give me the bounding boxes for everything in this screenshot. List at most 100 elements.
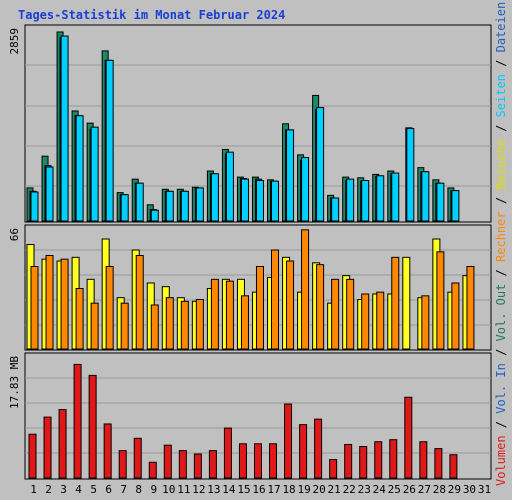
bar-seiten	[135, 182, 144, 222]
bar-volumen	[223, 427, 232, 479]
bar-rechner	[60, 258, 69, 350]
bar-seiten	[361, 179, 370, 222]
bar-rechner	[376, 291, 385, 350]
legend-entry: Besuche	[494, 139, 508, 190]
x-tick-label: 11	[177, 483, 190, 496]
bar-seiten	[105, 59, 114, 222]
bar-rechner	[346, 278, 355, 350]
legend-entry: Vol. Out	[494, 284, 508, 342]
x-tick-label: 12	[192, 483, 205, 496]
x-tick-label: 4	[75, 483, 82, 496]
x-tick-label: 27	[418, 483, 431, 496]
bar-seiten	[30, 191, 39, 222]
panel-middle	[24, 224, 492, 351]
bar-volumen	[314, 418, 323, 479]
chart-panels	[24, 24, 492, 480]
bar-seiten	[346, 178, 355, 222]
x-tick-label: 17	[267, 483, 280, 496]
bar-rechner	[466, 266, 475, 350]
bar-volumen	[73, 363, 82, 479]
bar-rechner	[105, 266, 114, 350]
x-tick-label: 15	[237, 483, 250, 496]
bar-volumen	[404, 396, 413, 479]
x-tick-label: 31	[478, 483, 491, 496]
bar-seiten	[301, 157, 310, 222]
legend-entry: /	[494, 52, 508, 74]
bar-volumen	[133, 437, 142, 479]
legend-entry: /	[494, 341, 508, 363]
x-tick-label: 3	[60, 483, 67, 496]
bar-volumen	[253, 443, 262, 479]
bar-seiten	[60, 35, 69, 222]
right-legend: Volumen / Vol. In / Vol. Out / Rechner /…	[494, 0, 508, 486]
x-tick-label: 10	[162, 483, 175, 496]
bar-rechner	[286, 260, 295, 350]
panel-bottom	[24, 352, 492, 480]
bar-rechner	[45, 255, 54, 350]
legend-entry: /	[494, 414, 508, 436]
bar-seiten	[195, 187, 204, 222]
legend-entry: Rechner	[494, 211, 508, 262]
bar-besuche	[402, 256, 411, 350]
x-axis-ticks: 1 2 3 4 5 6 7 8 9 10 11 12 13 14 15 16 17 18 19 20 21 22 23 24 2…	[30, 483, 491, 496]
x-tick-label: 5	[90, 483, 97, 496]
bar-seiten	[165, 190, 174, 222]
bar-volumen	[374, 441, 383, 479]
x-tick-label: 23	[358, 483, 371, 496]
bar-seiten	[120, 194, 129, 222]
bar-rechner	[316, 264, 325, 350]
bar-rechner	[361, 293, 370, 350]
bar-volumen	[178, 450, 187, 479]
x-tick-label: 30	[463, 483, 476, 496]
x-tick-label: 24	[373, 483, 387, 496]
y-axis-labels: 2859 66 17.83 MB	[8, 28, 21, 409]
y-max-label: 2859	[8, 28, 21, 55]
bar-seiten	[75, 115, 84, 222]
x-tick-label: 2	[45, 483, 52, 496]
legend-entry: /	[494, 262, 508, 284]
bar-rechner	[120, 302, 129, 350]
x-tick-label: 28	[433, 483, 446, 496]
bar-seiten	[451, 190, 460, 222]
bar-volumen	[28, 433, 37, 479]
x-tick-label: 7	[120, 483, 127, 496]
bar-seiten	[436, 182, 445, 222]
bar-rechner	[180, 300, 189, 350]
bar-seiten	[391, 172, 400, 222]
bar-volumen	[329, 459, 338, 479]
bar-rechner	[301, 229, 310, 350]
bar-volumen	[43, 416, 52, 479]
x-tick-label: 21	[328, 483, 341, 496]
right-legend-text: Volumen / Vol. In / Vol. Out / Rechner /…	[494, 0, 508, 486]
page-title: Tages-Statistik im Monat Februar 2024	[18, 8, 286, 22]
bar-volumen	[193, 453, 202, 479]
x-tick-label: 26	[403, 483, 416, 496]
bar-seiten	[150, 209, 159, 222]
bar-rechner	[225, 280, 234, 350]
bar-volumen	[238, 443, 247, 479]
legend-entry: /	[494, 190, 508, 212]
x-tick-label: 19	[297, 483, 310, 496]
x-tick-label: 6	[105, 483, 112, 496]
bar-seiten	[331, 197, 340, 222]
bar-seiten	[421, 171, 430, 222]
bar-volumen	[148, 461, 157, 479]
bar-seiten	[376, 175, 385, 222]
x-tick-label: 9	[150, 483, 157, 496]
bar-rechner	[271, 249, 280, 350]
legend-entry: Vol. In	[494, 363, 508, 414]
legend-entry: /	[494, 0, 508, 2]
x-tick-label: 1	[30, 483, 37, 496]
bar-rechner	[210, 278, 219, 350]
x-tick-label: 13	[207, 483, 220, 496]
bar-rechner	[240, 295, 249, 350]
bar-seiten	[45, 166, 54, 222]
bar-seiten	[225, 151, 234, 222]
bar-volumen	[118, 450, 127, 479]
bar-volumen	[299, 424, 308, 479]
bar-volumen	[434, 448, 443, 479]
bar-rechner	[331, 278, 340, 350]
legend-entry: /	[494, 117, 508, 139]
